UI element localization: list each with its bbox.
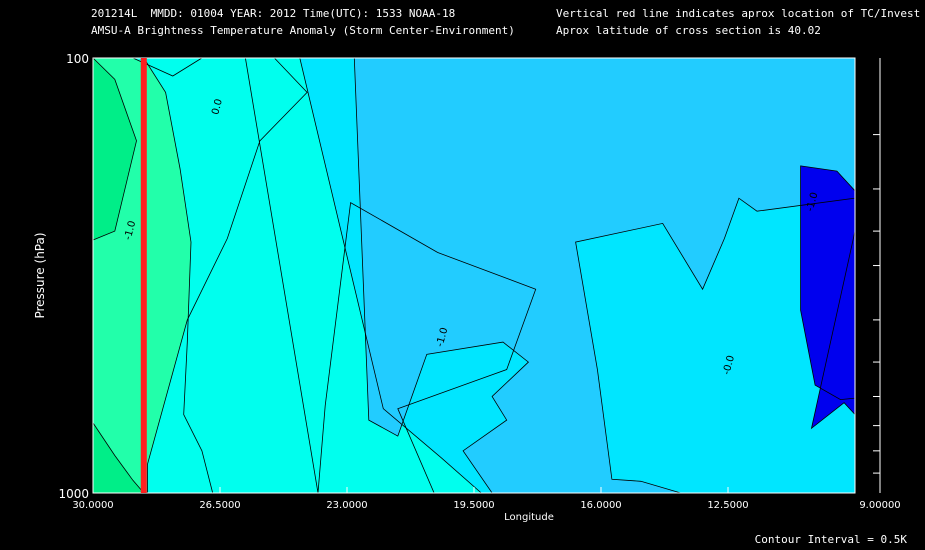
y-tick-label: 100 xyxy=(66,52,89,66)
x-tick-label: 12.5000 xyxy=(707,500,748,511)
contour-labels: -1.0 0.0 -1.0 -0.0 -1.0 xyxy=(123,98,821,376)
header-line1-right: Vertical red line indicates aprox locati… xyxy=(556,7,921,20)
x-tick-label: 23.0000 xyxy=(326,500,367,511)
contour-line-minus_1_0_zone xyxy=(343,57,856,494)
contour-label-0: -1.0 xyxy=(123,220,139,242)
contour-region-minus_1_5_deep xyxy=(800,165,855,400)
x-axis-label: Longitude xyxy=(504,512,554,523)
contour-label-4: -1.0 xyxy=(805,191,821,213)
contour-fills xyxy=(93,58,855,493)
contour-region-plus_1_0_zone_lower xyxy=(93,422,144,493)
x-tick-label: 26.5000 xyxy=(199,500,240,511)
y-axis-label: Pressure (hPa) xyxy=(33,232,47,318)
x-tick-label: 30.0000 xyxy=(72,500,113,511)
contour-label-1: 0.0 xyxy=(210,98,225,116)
header-line1-left: 201214L MMDD: 01004 YEAR: 2012 Time(UTC)… xyxy=(91,7,456,20)
contour-label-3: -0.0 xyxy=(721,354,737,376)
x-tick-label: 16.0000 xyxy=(580,500,621,511)
header-line2-left: AMSU-A Brightness Temperature Anomaly (S… xyxy=(91,24,515,37)
header-line2-right: Aprox latitude of cross section is 40.02 xyxy=(556,24,821,37)
x-tick-label: 19.5000 xyxy=(453,500,494,511)
y-tick-label: 1000 xyxy=(58,487,89,501)
contour-line-zero_zone xyxy=(146,57,537,494)
contour-region-zero_zone_top xyxy=(132,58,202,76)
axes: 30.0000 26.5000 23.0000 19.5000 16.0000 12.50… xyxy=(33,52,901,523)
contour-line-minus_1_5_deep xyxy=(800,165,856,401)
contour-region-minus_1_0_zone xyxy=(343,58,855,493)
x-tick-label: 9.00000 xyxy=(859,500,900,511)
contour-label-2: -1.0 xyxy=(435,326,451,348)
contour-interval-label: Contour Interval = 0.5K xyxy=(754,533,907,546)
contour-region-plus_1_0_zone xyxy=(93,58,137,240)
